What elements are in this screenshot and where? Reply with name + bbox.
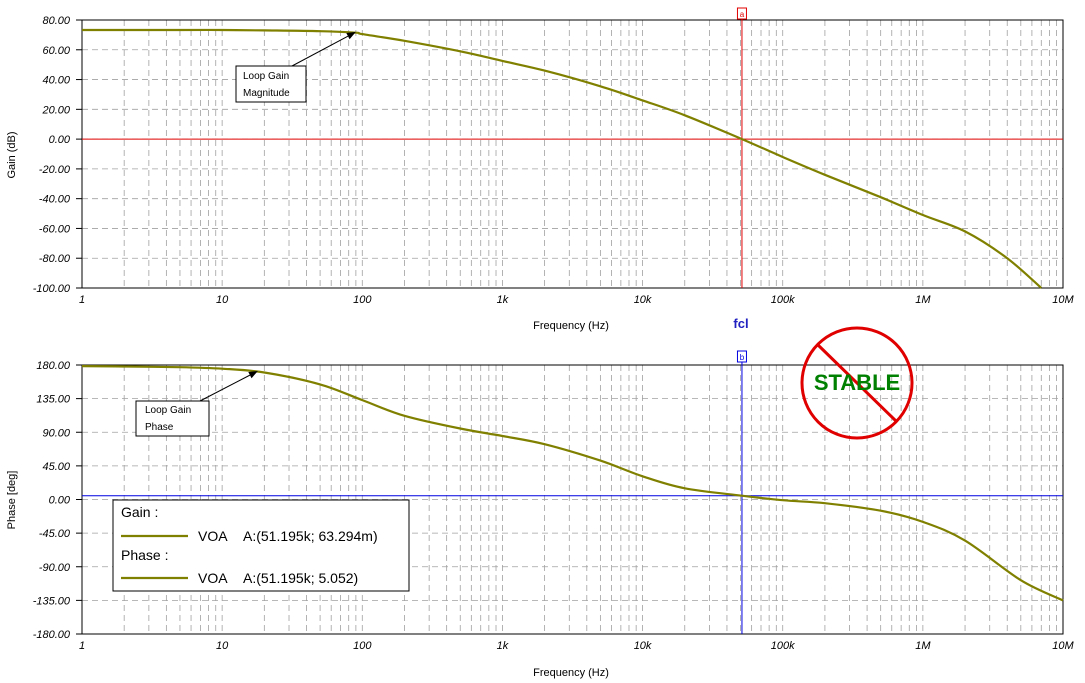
phase-x-tick-label: 1M <box>915 640 931 652</box>
phase-x-tick-label: 10k <box>634 640 652 652</box>
gain-y-tick-label: -80.00 <box>39 253 71 265</box>
phase-cursor-marker[interactable]: b <box>736 350 747 363</box>
phase-y-tick-label: 180.00 <box>36 360 71 372</box>
legend-box <box>112 499 410 592</box>
gain-cursor-marker-label: a <box>740 10 745 19</box>
gain-annotation: Loop Gain Magnitude <box>235 31 356 103</box>
gain-grid <box>82 20 1063 288</box>
gain-y-tick-labels: 80.00 60.00 40.00 20.00 0.00 -20.00 -40.00 -60.… <box>33 15 82 295</box>
gain-cursor-marker[interactable]: a <box>736 7 747 20</box>
phase-annotation-arrow <box>199 374 251 402</box>
phase-y-tick-label: -90.00 <box>39 562 71 574</box>
gain-x-tick-label: 1 <box>79 294 85 306</box>
gain-annotation-arrow <box>291 35 349 67</box>
fcl-cursor-label: fcl <box>733 316 748 331</box>
gain-series-line-voa <box>82 28 1043 289</box>
phase-y-tick-label: 0.00 <box>49 495 71 507</box>
gain-x-tick-label: 10k <box>634 294 652 306</box>
gain-y-tick-label: 80.00 <box>42 15 70 27</box>
stable-sign-slash <box>815 342 899 424</box>
gain-annotation-box <box>235 65 307 103</box>
gain-x-tick-labels: 1 10 100 1k 10k 100k 1M 10M <box>79 294 1075 306</box>
phase-y-axis-label: Phase [deg] <box>6 471 18 530</box>
phase-annotation-arrow-head <box>248 370 258 379</box>
phase-annotation: Loop Gain Phase <box>135 370 258 437</box>
gain-annotation-line-1: Loop Gain <box>243 71 289 82</box>
legend-gain-value: A:(51.195k; 63.294m) <box>243 528 378 544</box>
phase-x-tick-label: 10 <box>216 640 229 652</box>
phase-x-tick-label: 100 <box>353 640 372 652</box>
prohibition-sign-icon: STABLE <box>800 326 914 440</box>
gain-annotation-line-2: Magnitude <box>243 88 290 99</box>
phase-x-tick-labels: 1 10 100 1k 10k 100k 1M 10M <box>79 640 1075 652</box>
phase-x-tick-label: 1k <box>497 640 509 652</box>
gain-annotation-arrow-head <box>346 31 356 40</box>
gain-x-tick-label: 100 <box>353 294 372 306</box>
stable-label: STABLE <box>814 370 900 395</box>
gain-x-tick-label: 1k <box>497 294 509 306</box>
phase-x-tick-label: 100k <box>771 640 795 652</box>
phase-y-tick-label: -180.00 <box>33 629 71 641</box>
gain-y-axis-label: Gain (dB) <box>6 131 18 178</box>
phase-y-tick-label: -45.00 <box>39 528 71 540</box>
gain-plot-frame <box>81 19 1064 289</box>
phase-y-tick-labels: 180.00 135.00 90.00 45.00 0.00 -45.00 -90.00 -1… <box>33 360 82 641</box>
gain-y-tick-label: -40.00 <box>39 194 71 206</box>
phase-y-tick-label: 135.00 <box>36 394 71 406</box>
gain-y-tick-label: 40.00 <box>42 75 70 87</box>
phase-x-axis-label: Frequency (Hz) <box>533 667 609 679</box>
phase-x-tick-label: 1 <box>79 640 85 652</box>
gain-x-tick-label: 10M <box>1052 294 1074 306</box>
stable-sign-ring <box>800 326 914 440</box>
gain-y-tick-label: 20.00 <box>41 104 70 116</box>
gain-y-tick-label: 0.00 <box>49 134 71 146</box>
legend: Gain : VOA A:(51.195k; 63.294m) Phase : … <box>112 499 410 592</box>
gain-x-axis-label: Frequency (Hz) <box>533 320 609 332</box>
phase-cursor-marker-label: b <box>740 353 745 362</box>
legend-gain-title: Gain : <box>121 504 158 520</box>
phase-y-tick-label: -135.00 <box>33 595 71 607</box>
legend-phase-value: A:(51.195k; 5.052) <box>243 570 358 586</box>
phase-annotation-box <box>135 400 210 437</box>
phase-y-tick-label: 45.00 <box>42 461 70 473</box>
legend-gain-series-name: VOA <box>198 528 228 544</box>
gain-y-tick-label: -60.00 <box>39 223 71 235</box>
legend-phase-title: Phase : <box>121 547 168 563</box>
gain-x-tick-label: 10 <box>216 294 229 306</box>
phase-x-tick-label: 10M <box>1052 640 1074 652</box>
phase-panel: 180.00 135.00 90.00 45.00 0.00 -45.00 -90.00 -1… <box>6 326 1075 679</box>
legend-phase-series-name: VOA <box>198 570 228 586</box>
phase-annotation-line-1: Loop Gain <box>145 405 191 416</box>
phase-y-tick-label: 90.00 <box>42 427 70 439</box>
gain-y-tick-label: -100.00 <box>33 283 71 295</box>
gain-y-tick-label: 60.00 <box>42 45 70 57</box>
phase-series-line-voa <box>81 365 1064 602</box>
gain-panel: 80.00 60.00 40.00 20.00 0.00 -20.00 -40.00 -60.… <box>6 7 1075 332</box>
gain-x-tick-label: 100k <box>771 294 795 306</box>
gain-y-tick-label: -20.00 <box>39 164 71 176</box>
gain-x-tick-label: 1M <box>915 294 931 306</box>
phase-annotation-line-2: Phase <box>145 422 174 433</box>
